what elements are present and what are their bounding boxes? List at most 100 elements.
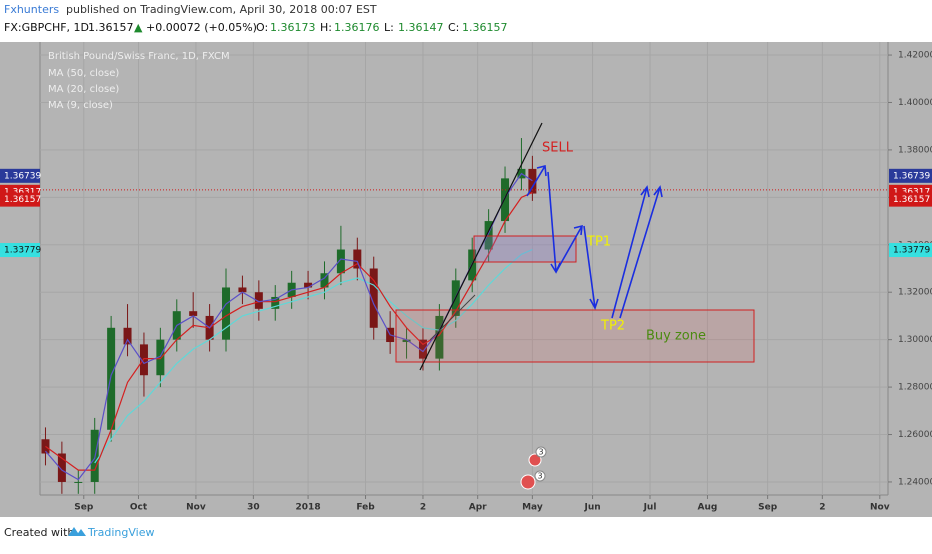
ohlc-value: 1.36176 <box>334 21 380 34</box>
ohlc-label: C: <box>448 21 459 34</box>
y-tick-label: 1.40000 <box>898 98 932 108</box>
x-tick-label: Feb <box>356 503 375 513</box>
x-tick-label: May <box>522 503 543 513</box>
x-tick-label: Apr <box>469 503 487 513</box>
candle-body <box>57 453 66 482</box>
candle-body <box>369 268 378 328</box>
plot-area <box>40 42 888 495</box>
buy-zone-label: Buy zone <box>646 329 706 344</box>
candle-body <box>74 481 83 483</box>
x-tick-label: 2018 <box>296 503 321 513</box>
y-tick-label: 1.32000 <box>898 288 932 298</box>
logo <box>68 527 86 536</box>
price-tag-label: 1.36317 <box>893 187 930 197</box>
x-tick-label: Aug <box>698 503 718 513</box>
price-tag-label: 1.36317 <box>4 187 41 197</box>
candle-body <box>189 311 198 316</box>
legend-entry: MA (50, close) <box>48 68 119 79</box>
legend-entry: MA (9, close) <box>48 100 113 111</box>
x-tick-label: 2 <box>819 503 825 513</box>
x-tick-label: Nov <box>186 503 206 513</box>
event-icon[interactable] <box>520 474 536 490</box>
arrow <box>611 185 650 319</box>
legend-entry: MA (20, close) <box>48 84 119 95</box>
ohlc-label: O: <box>256 21 268 34</box>
price-tag-label: 1.33779 <box>4 246 41 256</box>
candle-body <box>484 221 493 250</box>
price-tag <box>889 243 932 258</box>
y-tick-label: 1.42000 <box>898 51 932 61</box>
y-tick-label: 1.26000 <box>898 430 932 440</box>
candle-body <box>320 273 329 288</box>
x-tick-label: Sep <box>758 503 778 513</box>
price-tag <box>0 168 40 183</box>
ohlc-label: H: <box>320 21 332 34</box>
footer-brand[interactable]: TradingView <box>87 526 154 539</box>
candle-body <box>222 287 231 340</box>
event-badge[interactable] <box>534 470 546 482</box>
candle-body <box>156 339 165 376</box>
event-icon[interactable] <box>528 453 542 467</box>
ohlc-value: 1.36147 <box>398 21 444 34</box>
price-tag-label: 1.36157 <box>893 195 930 205</box>
y-tick-label: 1.28000 <box>898 383 932 393</box>
trend-line <box>429 294 476 341</box>
footer-created: Created with <box>4 526 74 539</box>
price-tag-label: 1.36157 <box>4 195 41 205</box>
sell-label: SELL <box>542 141 574 156</box>
arrows <box>526 164 663 319</box>
drawings: SELL TP1 TP2 Buy zone 3 3 <box>395 122 755 490</box>
candle-body <box>254 292 263 309</box>
y-tick-label: 1.30000 <box>898 335 932 345</box>
arrow <box>619 185 663 319</box>
candle-body <box>107 327 116 430</box>
candle-body <box>139 344 148 376</box>
ohlc-value: 1.36157 <box>462 21 508 34</box>
tp1-box <box>473 235 577 263</box>
price-tag <box>889 192 932 207</box>
candle-body <box>402 339 411 343</box>
arrow <box>526 164 547 197</box>
candle-body <box>418 339 427 359</box>
ohlc-label: L: <box>384 21 394 34</box>
candle-body <box>528 168 537 194</box>
x-tick-label: 2 <box>420 503 426 513</box>
price-tag <box>0 192 40 207</box>
arrow <box>583 225 599 310</box>
event-badge[interactable] <box>535 446 547 458</box>
y-tick-label: 1.38000 <box>898 145 932 155</box>
author[interactable]: Fxhunters <box>4 3 59 16</box>
symbol: FX:GBPCHF, 1D <box>4 21 89 34</box>
buy-zone-box <box>395 309 755 363</box>
price-tag <box>0 243 40 258</box>
candle-body <box>501 178 510 222</box>
x-tick-label: Jul <box>643 503 657 513</box>
price-tag-label: 1.36739 <box>893 171 930 181</box>
tp1-label: TP1 <box>586 235 611 250</box>
x-tick-label: Jun <box>583 503 600 513</box>
price-axis <box>888 42 932 495</box>
candle-body <box>123 327 132 345</box>
x-tick-label: Oct <box>130 503 148 513</box>
candle-body <box>238 287 247 293</box>
trend-line <box>419 122 543 371</box>
event-count: 3 <box>538 448 543 457</box>
candle-body <box>435 315 444 359</box>
x-tick-label: 30 <box>247 503 260 513</box>
published: published on TradingView.com, April 30, … <box>66 3 377 16</box>
candle-body <box>271 296 280 309</box>
candle-body <box>304 282 313 288</box>
price-tag-label: 1.33779 <box>893 246 930 256</box>
change-arrow: ▲ <box>134 21 143 34</box>
time-axis <box>0 495 932 517</box>
event-count: 3 <box>537 472 542 481</box>
last-price: 1.36157 <box>88 21 134 34</box>
moving-average <box>45 192 533 471</box>
x-tick-label: Sep <box>74 503 94 513</box>
tp2-label: TP2 <box>600 319 625 334</box>
ohlc-value: 1.36173 <box>270 21 316 34</box>
price-tag <box>889 168 932 183</box>
left-axis <box>0 42 40 495</box>
price-tag-label: 1.36739 <box>4 171 41 181</box>
